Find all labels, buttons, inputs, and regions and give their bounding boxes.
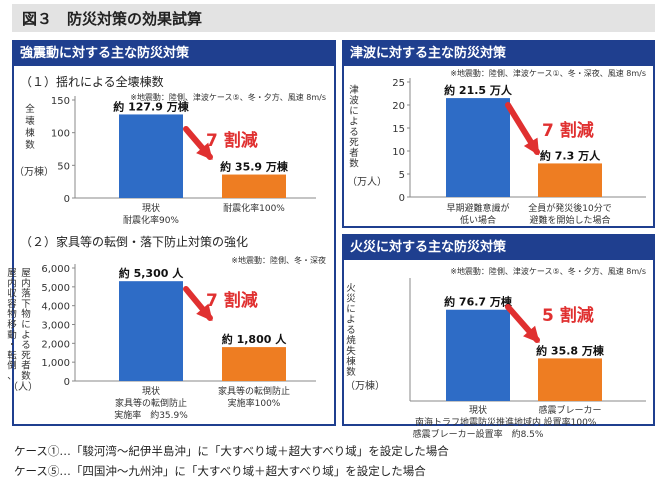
bar-data-label: 約 76.7 万棟: [444, 295, 513, 309]
y-tick-label: 5: [399, 170, 405, 181]
y-tick-label: 1,000: [41, 358, 70, 369]
y-axis-unit: （万人）: [347, 176, 387, 188]
y-tick-label: 2,000: [41, 339, 70, 350]
chart-subtitle: （２）家具等の転倒・落下防止対策の強化: [20, 234, 248, 249]
fire-panel-title: 火災に対する主な防災対策: [350, 240, 507, 255]
y-tick-label: 3,000: [41, 321, 70, 332]
condition-note: ※地震動：陸側、津波ケース①、冬・深夜、風速 8m/s: [450, 68, 646, 78]
earthquake-panel-title: 強震動に対する主な防災対策: [20, 46, 190, 61]
y-tick-label: 6,000: [41, 264, 70, 275]
y-tick-label: 15: [392, 124, 405, 135]
tsunami-panel-title: 津波に対する主な防災対策: [350, 46, 507, 61]
footnote-case-1: ケース①…「駿河湾～紀伊半島沖」に「大すべり域＋超大すべり域」を設定した場合: [14, 444, 449, 458]
reduction-label: 7 割減: [206, 130, 258, 151]
condition-note: ※地震動：陸側、津波ケース⑤、冬・夕方、風速 8m/s: [450, 266, 646, 276]
y-axis-label: 全壊棟数: [25, 103, 35, 151]
bar-before: [119, 281, 183, 381]
bar-data-label: 約 1,800 人: [222, 332, 287, 346]
footnote-case-5: ケース⑤…「四国沖～九州沖」に「大すべり域＋超大すべり域」を設定した場合: [14, 464, 426, 478]
y-tick-label: 20: [392, 101, 405, 112]
category-label: 現状南海トラフ地震防災推進地域内感震ブレーカー設置率 約8.5%: [413, 404, 544, 440]
y-axis-label: 屋内収容物移動・転倒、屋内落下物による死者数: [7, 268, 31, 382]
bar-before: [446, 98, 510, 197]
bar-data-label: 約 127.9 万棟: [113, 99, 189, 113]
y-axis-label: 火災による焼失棟数: [346, 283, 356, 378]
figure-title: 図３ 防災対策の効果試算: [22, 10, 203, 28]
reduction-arrow-head: [196, 303, 213, 322]
bar-after: [538, 358, 602, 401]
y-tick-label: 25: [392, 78, 405, 89]
bar-before: [119, 114, 183, 198]
bar-data-label: 約 21.5 万人: [444, 83, 513, 97]
reduction-arrow-head: [196, 142, 213, 161]
bar-data-label: 約 35.8 万棟: [536, 343, 605, 357]
category-label: 現状耐震化率90%: [123, 202, 179, 226]
y-tick-label: 0: [64, 194, 70, 205]
y-tick-label: 100: [51, 129, 70, 140]
y-axis-unit: （人）: [8, 381, 38, 393]
bar-data-label: 約 7.3 万人: [540, 148, 601, 162]
y-tick-label: 4,000: [41, 302, 70, 313]
earthquake-panel-header: 強震動に対する主な防災対策: [14, 42, 334, 66]
category-label: 早期避難意識が低い場合: [446, 202, 509, 226]
category-label: 全員が発災後10分で避難を開始した場合: [528, 202, 611, 226]
reduction-label: 5 割減: [542, 305, 594, 326]
y-axis-unit: （万棟）: [345, 379, 385, 392]
category-label: 耐震化率100%: [223, 202, 285, 214]
category-label: 家具等の転倒防止実施率100%: [218, 385, 290, 409]
fire-panel-header: 火災に対する主な防災対策: [344, 236, 653, 260]
y-tick-label: 150: [51, 96, 70, 107]
bar-after: [538, 163, 602, 197]
category-label: 現状家具等の転倒防止実施率 約35.9%: [114, 385, 188, 421]
y-axis-label: 津波による死者数: [349, 85, 359, 170]
bar-after: [222, 347, 286, 381]
figure-title-bar: 図３ 防災対策の効果試算: [12, 4, 655, 32]
reduction-arrow-head: [523, 325, 540, 344]
reduction-label: 7 割減: [206, 290, 258, 311]
category-label: 感震ブレーカー設置率100%: [538, 404, 601, 428]
y-tick-label: 50: [57, 161, 70, 172]
y-tick-label: 0: [64, 377, 70, 388]
y-axis-unit: （万棟）: [14, 165, 54, 178]
bar-data-label: 約 35.9 万棟: [220, 160, 289, 174]
condition-note: ※地震動：陸側、冬・深夜: [231, 255, 326, 265]
tsunami-panel-header: 津波に対する主な防災対策: [344, 42, 653, 66]
bar-before: [446, 309, 510, 401]
y-tick-label: 5,000: [41, 283, 70, 294]
y-tick-label: 10: [392, 147, 405, 158]
reduction-arrow-head: [523, 137, 540, 156]
bar-after: [222, 174, 286, 198]
reduction-label: 7 割減: [542, 120, 594, 141]
bar-data-label: 約 5,300 人: [119, 266, 184, 280]
y-tick-label: 0: [399, 193, 405, 204]
condition-note: ※地震動：陸側、津波ケース⑤、冬・夕方、風速 8m/s: [130, 92, 326, 102]
chart-subtitle: （１）揺れによる全壊棟数: [20, 74, 164, 89]
